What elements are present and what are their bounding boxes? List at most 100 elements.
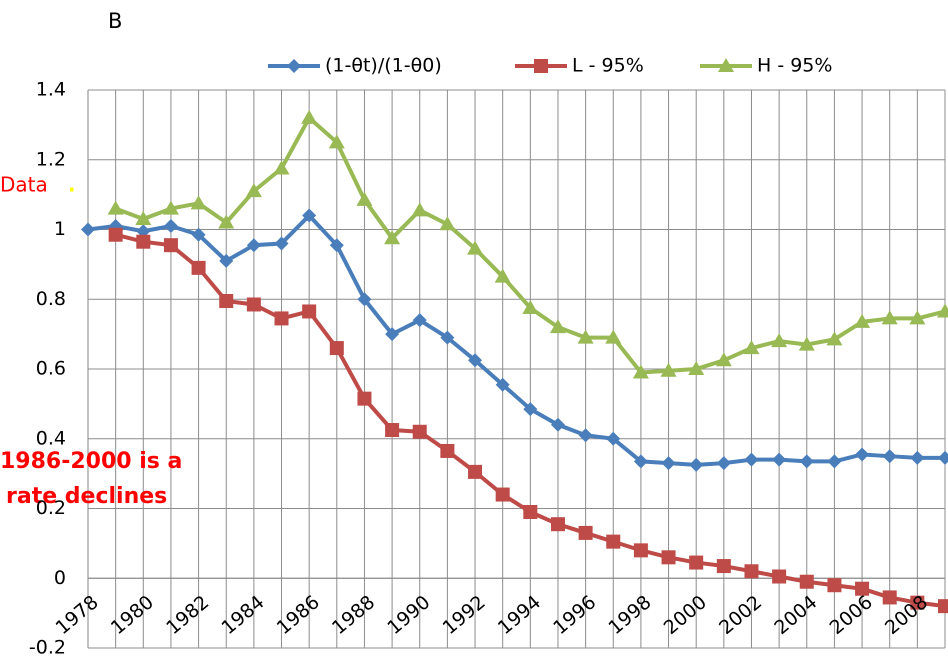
series-line [87,213,945,467]
data-point [633,543,648,558]
data-point [385,423,400,438]
plot [81,109,948,614]
x-tick-label: 2004 [770,591,821,639]
data-point [81,222,95,237]
data-point [356,191,373,206]
data-point [523,504,538,519]
data-point [191,227,206,242]
data-point [274,236,289,251]
data-point [162,200,179,215]
data-point [799,574,814,589]
data-point [855,447,870,462]
x-tick-label: 1982 [162,591,213,639]
x-tick-label: 1984 [217,591,268,639]
data-point [881,310,898,325]
data-point [661,550,676,565]
annotation: . [68,173,76,197]
data-point [938,450,948,465]
data-point [302,304,317,319]
data-point [854,313,871,328]
legend-marker [534,59,548,73]
data-point [827,578,842,593]
data-point [357,292,372,307]
y-tick-label: 1 [54,218,66,240]
x-tick-label: 1994 [494,591,545,639]
y-tick-label: 0.6 [36,358,66,380]
data-point [855,581,870,596]
data-point [688,361,705,375]
data-point [882,449,897,464]
y-tick-label: 0.4 [36,427,66,449]
data-point [218,214,235,229]
data-point [606,534,621,549]
data-point [329,238,344,253]
y-tick-label: 1.4 [36,79,66,101]
data-point [495,487,510,502]
data-point [772,569,787,584]
data-point [716,559,731,574]
x-tick-label: 1986 [273,591,324,639]
data-point [245,183,262,198]
data-point [605,329,622,344]
data-point [716,456,731,471]
data-point [357,391,372,406]
data-point [744,452,759,467]
data-point [771,333,788,348]
x-tick-label: 1998 [604,591,655,639]
data-point [440,443,455,458]
x-tick-label: 1978 [52,591,103,639]
data-point [910,595,925,610]
data-point [107,200,124,215]
data-point [384,230,401,245]
data-point [495,377,510,392]
data-point [191,260,206,275]
data-point [550,417,565,432]
data-point [246,297,261,312]
data-point [550,517,565,532]
x-tick-label: 1988 [328,591,379,639]
data-point [937,303,948,318]
data-point [522,299,539,314]
data-point [163,238,178,253]
data-point [632,364,649,379]
data-point [135,211,152,226]
x-tick-label: 1996 [549,591,600,639]
y-tick-label: 0 [54,567,66,589]
data-point [799,454,814,469]
legend-marker [718,58,734,72]
data-point [246,238,261,253]
data-point [826,331,843,346]
legend-label: H - 95% [757,55,832,77]
data-point [302,208,317,223]
data-point [660,362,677,377]
data-point [715,352,732,367]
data-point [329,341,344,356]
chart-title: B [108,9,122,33]
data-point [108,227,123,242]
annotation: rate declines [6,484,167,509]
x-tick-label: 2002 [715,591,766,639]
data-point [385,327,400,342]
annotation: 1986-2000 is a [0,449,182,474]
data-point [274,311,289,326]
data-point [689,457,704,472]
data-point [827,454,842,469]
legend-marker [287,59,301,73]
y-tick-label: 1.2 [36,148,66,170]
data-point [412,313,427,328]
x-tick-label: 1980 [107,591,158,639]
legend-label: (1-θt)/(1-θ0) [325,55,442,77]
y-tick-label: -0.2 [29,637,66,658]
data-point [273,160,290,175]
data-point [467,240,484,255]
data-point [633,454,648,469]
data-point [301,109,318,124]
annotation: Data [0,173,48,197]
x-tick-label: 2006 [826,591,877,639]
data-point [440,330,455,345]
data-point [606,431,621,446]
x-tick-label: 2000 [660,591,711,639]
data-point [412,424,427,439]
